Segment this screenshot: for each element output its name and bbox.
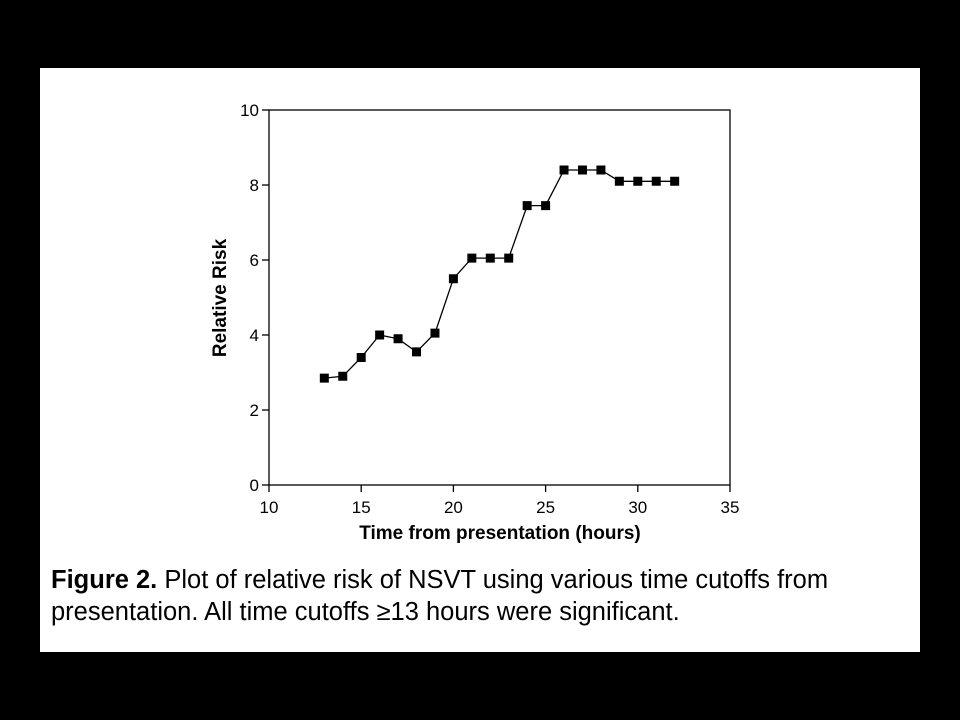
x-tick-label: 35 [721,498,740,517]
data-point [577,165,587,175]
data-point [633,176,643,186]
data-point [485,253,495,263]
data-point [467,253,477,263]
x-tick-label: 30 [628,498,647,517]
data-point [651,176,661,186]
y-tick-label: 0 [250,476,259,495]
data-point [670,176,680,186]
x-tick-label: 10 [260,498,279,517]
slide-panel: 0 2 4 6 8 10 10 15 20 25 30 35 Time from presentat… [40,68,920,652]
data-point [596,165,606,175]
data-point [393,334,403,344]
caption-text: Plot of relative risk of NSVT using vari… [51,566,829,626]
y-tick-label: 10 [240,101,259,120]
data-point [614,176,624,186]
data-point [541,201,551,211]
figure-caption: Figure 2. Plot of relative risk of NSVT … [51,564,911,628]
y-tick-label: 2 [250,401,259,420]
y-tick-label: 6 [250,251,259,270]
x-tick-label: 20 [444,498,463,517]
data-point [319,373,329,383]
plot-frame [268,109,731,486]
data-point [338,371,348,381]
data-point [522,201,532,211]
data-point [412,347,422,357]
caption-label: Figure 2. [51,566,158,594]
data-point [375,330,385,340]
data-point [356,353,366,362]
y-axis-label: Relative Risk [210,238,231,357]
y-tick-label: 8 [250,176,259,195]
y-tick-label: 4 [250,326,259,345]
data-point [448,274,458,284]
x-axis-label: Time from presentation (hours) [359,523,641,544]
x-tick-label: 15 [352,498,371,517]
chart: 0 2 4 6 8 10 10 15 20 25 30 35 Time from presentat… [210,101,740,544]
data-point [430,328,440,338]
series-line [324,169,675,379]
x-tick-label: 25 [536,498,555,517]
data-point [504,253,514,263]
data-point [559,165,569,175]
